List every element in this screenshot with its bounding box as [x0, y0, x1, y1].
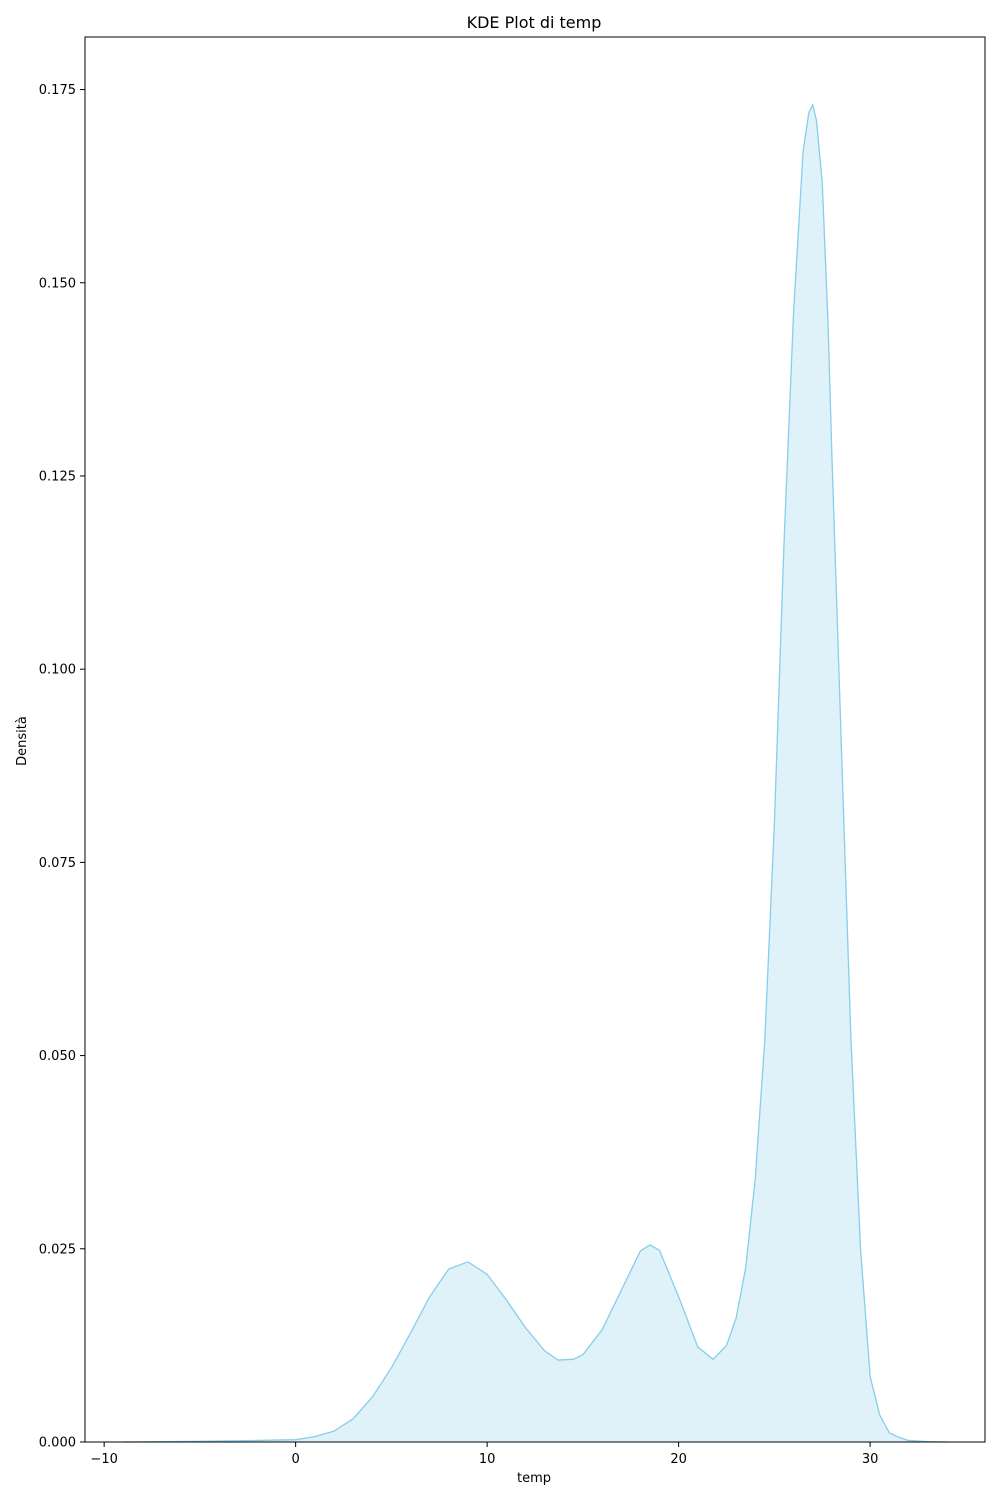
y-tick-label: 0.125 — [39, 469, 76, 484]
x-axis: −10 0 10 20 30 — [90, 1442, 878, 1467]
y-tick-label: 0.075 — [39, 856, 76, 871]
x-tick-label: 10 — [479, 1452, 496, 1467]
y-tick-label: 0.000 — [39, 1436, 76, 1451]
y-tick-label: 0.175 — [39, 83, 76, 98]
y-axis: 0.000 0.025 0.050 0.075 0.100 0.125 0.150 0.175 — [39, 83, 85, 1451]
y-tick-label: 0.025 — [39, 1242, 76, 1257]
x-axis-label: temp — [517, 1471, 551, 1486]
y-axis-label: Densità — [15, 716, 30, 766]
chart-title: KDE Plot di temp — [467, 13, 602, 32]
plot-area — [123, 103, 947, 1443]
plot-frame — [84, 36, 986, 1443]
y-tick-label: 0.100 — [39, 663, 76, 678]
x-tick-label: 20 — [670, 1452, 687, 1467]
x-tick-label: −10 — [90, 1452, 117, 1467]
y-tick-label: 0.150 — [39, 276, 76, 291]
y-tick-label: 0.050 — [39, 1049, 76, 1064]
x-tick-label: 0 — [291, 1452, 299, 1467]
kde-density-line — [123, 103, 947, 1443]
x-tick-label: 30 — [862, 1452, 879, 1467]
